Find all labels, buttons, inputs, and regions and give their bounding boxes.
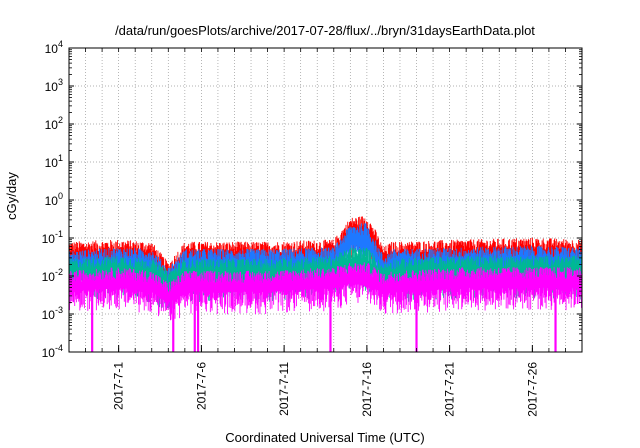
y-tick-label: 102 [45,115,63,132]
y-tick-label: 103 [45,77,63,94]
x-axis-label: Coordinated Universal Time (UTC) [225,430,424,445]
y-tick-label: 101 [45,153,63,170]
y-tick-label: 10-1 [42,229,63,246]
x-tick-label: 2017-7-21 [443,362,457,417]
x-tick-label: 2017-7-6 [194,362,208,410]
x-tick-label: 2017-7-16 [360,362,374,417]
y-tick-label: 10-4 [42,343,63,360]
y-tick-label: 104 [45,39,63,56]
y-tick-label: 10-3 [42,305,63,322]
y-tick-label: 10-2 [42,267,63,284]
x-tick-label: 2017-7-11 [277,362,291,416]
y-axis-label: cGy/day [4,172,19,220]
x-tick-label: 2017-7-26 [525,362,539,417]
x-tick-label: 2017-7-1 [112,362,126,410]
data-series [68,216,582,352]
y-tick-label: 100 [45,191,63,208]
chart-title: /data/run/goesPlots/archive/2017-07-28/f… [115,23,535,38]
axis-ticks: 10-4 10-3 10-2 10-1 100 101 102 103 104 2017-7-1 2… [42,39,583,417]
